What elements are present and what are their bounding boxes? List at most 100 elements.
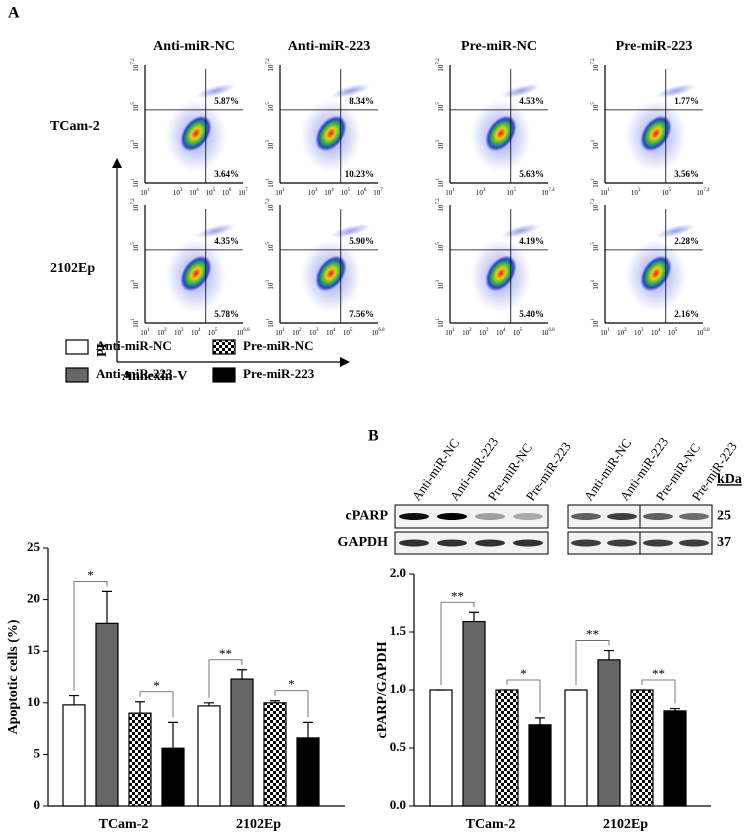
y-tick-label: 105 <box>131 102 139 112</box>
tick-base: 10 <box>371 329 379 337</box>
column-title: Pre-miR-223 <box>616 39 693 54</box>
tick-exponent: 3 <box>641 328 644 333</box>
cell-cluster <box>640 255 672 292</box>
error-bar <box>135 701 145 714</box>
quadrant-percent: 10.23% <box>345 169 374 179</box>
x-tick-label: 105 <box>507 188 517 196</box>
tick-exponent: 3 <box>315 188 318 193</box>
tick-base: 10 <box>592 180 600 188</box>
tick-exponent: 7.2 <box>591 58 596 65</box>
significance-label: * <box>520 666 527 681</box>
y-tick-label: 103 <box>591 280 599 290</box>
tick-base: 10 <box>267 180 275 188</box>
quadrant-percent: 4.19% <box>519 236 544 246</box>
tick-exponent: 1 <box>147 188 150 193</box>
bar <box>263 702 287 807</box>
band <box>679 539 709 547</box>
tick-exponent: 6 <box>364 188 367 193</box>
tick-base: 10 <box>662 189 670 197</box>
tick-exponent: 1 <box>282 188 285 193</box>
tick-exponent: 2 <box>624 328 627 333</box>
tick-exponent: 5 <box>669 188 672 193</box>
tick-exponent: 3 <box>483 188 486 193</box>
tick-exponent: 5 <box>514 188 517 193</box>
significance-label: ** <box>451 588 464 603</box>
tick-exponent: 3 <box>638 188 641 193</box>
legend-swatch <box>212 339 236 355</box>
tick-exponent: 3 <box>436 140 441 143</box>
x-tick-label: 103 <box>309 328 319 336</box>
x-tick-label: 102 <box>292 328 302 336</box>
tick-base: 10 <box>324 189 332 197</box>
quadrant-percent: 4.35% <box>214 236 239 246</box>
error-bar <box>237 669 247 680</box>
tick-exponent: 7.2 <box>266 58 271 65</box>
tick-base: 10 <box>191 329 199 337</box>
tick-base: 10 <box>437 282 445 290</box>
tick-base: 10 <box>275 329 283 337</box>
tick-exponent: 5 <box>348 188 351 193</box>
cell-cluster <box>640 115 672 152</box>
tick-exponent: 2 <box>299 328 302 333</box>
quadrant-percent: 5.87% <box>214 96 239 106</box>
tick-base: 10 <box>222 189 230 197</box>
y-tick-label: 105 <box>436 102 444 112</box>
x-tick-label: 105 <box>343 328 353 336</box>
y-tick-label: 0.5 <box>390 739 407 754</box>
tick-exponent: 5 <box>520 328 523 333</box>
x-tick-label: 107 <box>373 188 383 196</box>
error-bar <box>469 611 479 622</box>
y-tick-label: 105 <box>436 242 444 252</box>
tick-base: 10 <box>132 320 140 328</box>
cell-cluster <box>315 255 347 292</box>
tick-base: 10 <box>292 329 300 337</box>
significance-bracket <box>575 640 610 685</box>
tick-exponent: 7.2 <box>436 198 441 205</box>
x-tick-label: 2102Ep <box>603 817 648 832</box>
bar <box>95 622 119 807</box>
y-tick-label: 107.2 <box>436 58 444 72</box>
blot-frame <box>394 504 549 529</box>
tick-exponent: 5 <box>131 102 136 105</box>
tick-base: 10 <box>437 320 445 328</box>
tick-base: 10 <box>132 282 140 290</box>
significance-label: ** <box>652 666 665 681</box>
x-tick-label: 101 <box>445 188 455 196</box>
blot-frame <box>394 531 549 555</box>
tick-base: 10 <box>309 329 317 337</box>
y-tick-label: 5 <box>34 745 41 760</box>
size-label: 25 <box>717 509 731 524</box>
tick-exponent: 3 <box>486 328 489 333</box>
y-tick-label: 103 <box>266 280 274 290</box>
tick-base: 10 <box>600 189 608 197</box>
bar <box>429 689 453 807</box>
tick-exponent: 5 <box>675 328 678 333</box>
y-tick-label: 103 <box>131 140 139 150</box>
tick-base: 10 <box>462 329 470 337</box>
quadrant-percent: 5.78% <box>214 309 239 319</box>
x-tick-label: 103 <box>634 328 644 336</box>
tick-exponent: 5 <box>213 188 216 193</box>
tick-base: 10 <box>445 189 453 197</box>
quadrant-percent: 7.56% <box>349 309 374 319</box>
tick-base: 10 <box>541 189 549 197</box>
cell-cluster <box>485 115 517 152</box>
tick-base: 10 <box>437 104 445 112</box>
tick-base: 10 <box>132 142 140 150</box>
bar <box>495 689 519 807</box>
x-tick-label: 105 <box>341 188 351 196</box>
quadrant-percent: 2.16% <box>674 309 699 319</box>
band <box>475 513 505 520</box>
quadrant-percent: 1.77% <box>674 96 699 106</box>
tick-exponent: 6 <box>229 188 232 193</box>
legend-label: Pre-miR-223 <box>243 366 315 381</box>
quadrant-percent: 3.56% <box>674 169 699 179</box>
tick-base: 10 <box>267 104 275 112</box>
x-tick-label: 107 <box>238 188 248 196</box>
tick-exponent: 1 <box>607 328 610 333</box>
tick-base: 10 <box>267 282 275 290</box>
column-title: Anti-miR-223 <box>288 39 370 54</box>
band <box>607 539 637 547</box>
tick-base: 10 <box>476 189 484 197</box>
x-tick-label: 102 <box>617 328 627 336</box>
